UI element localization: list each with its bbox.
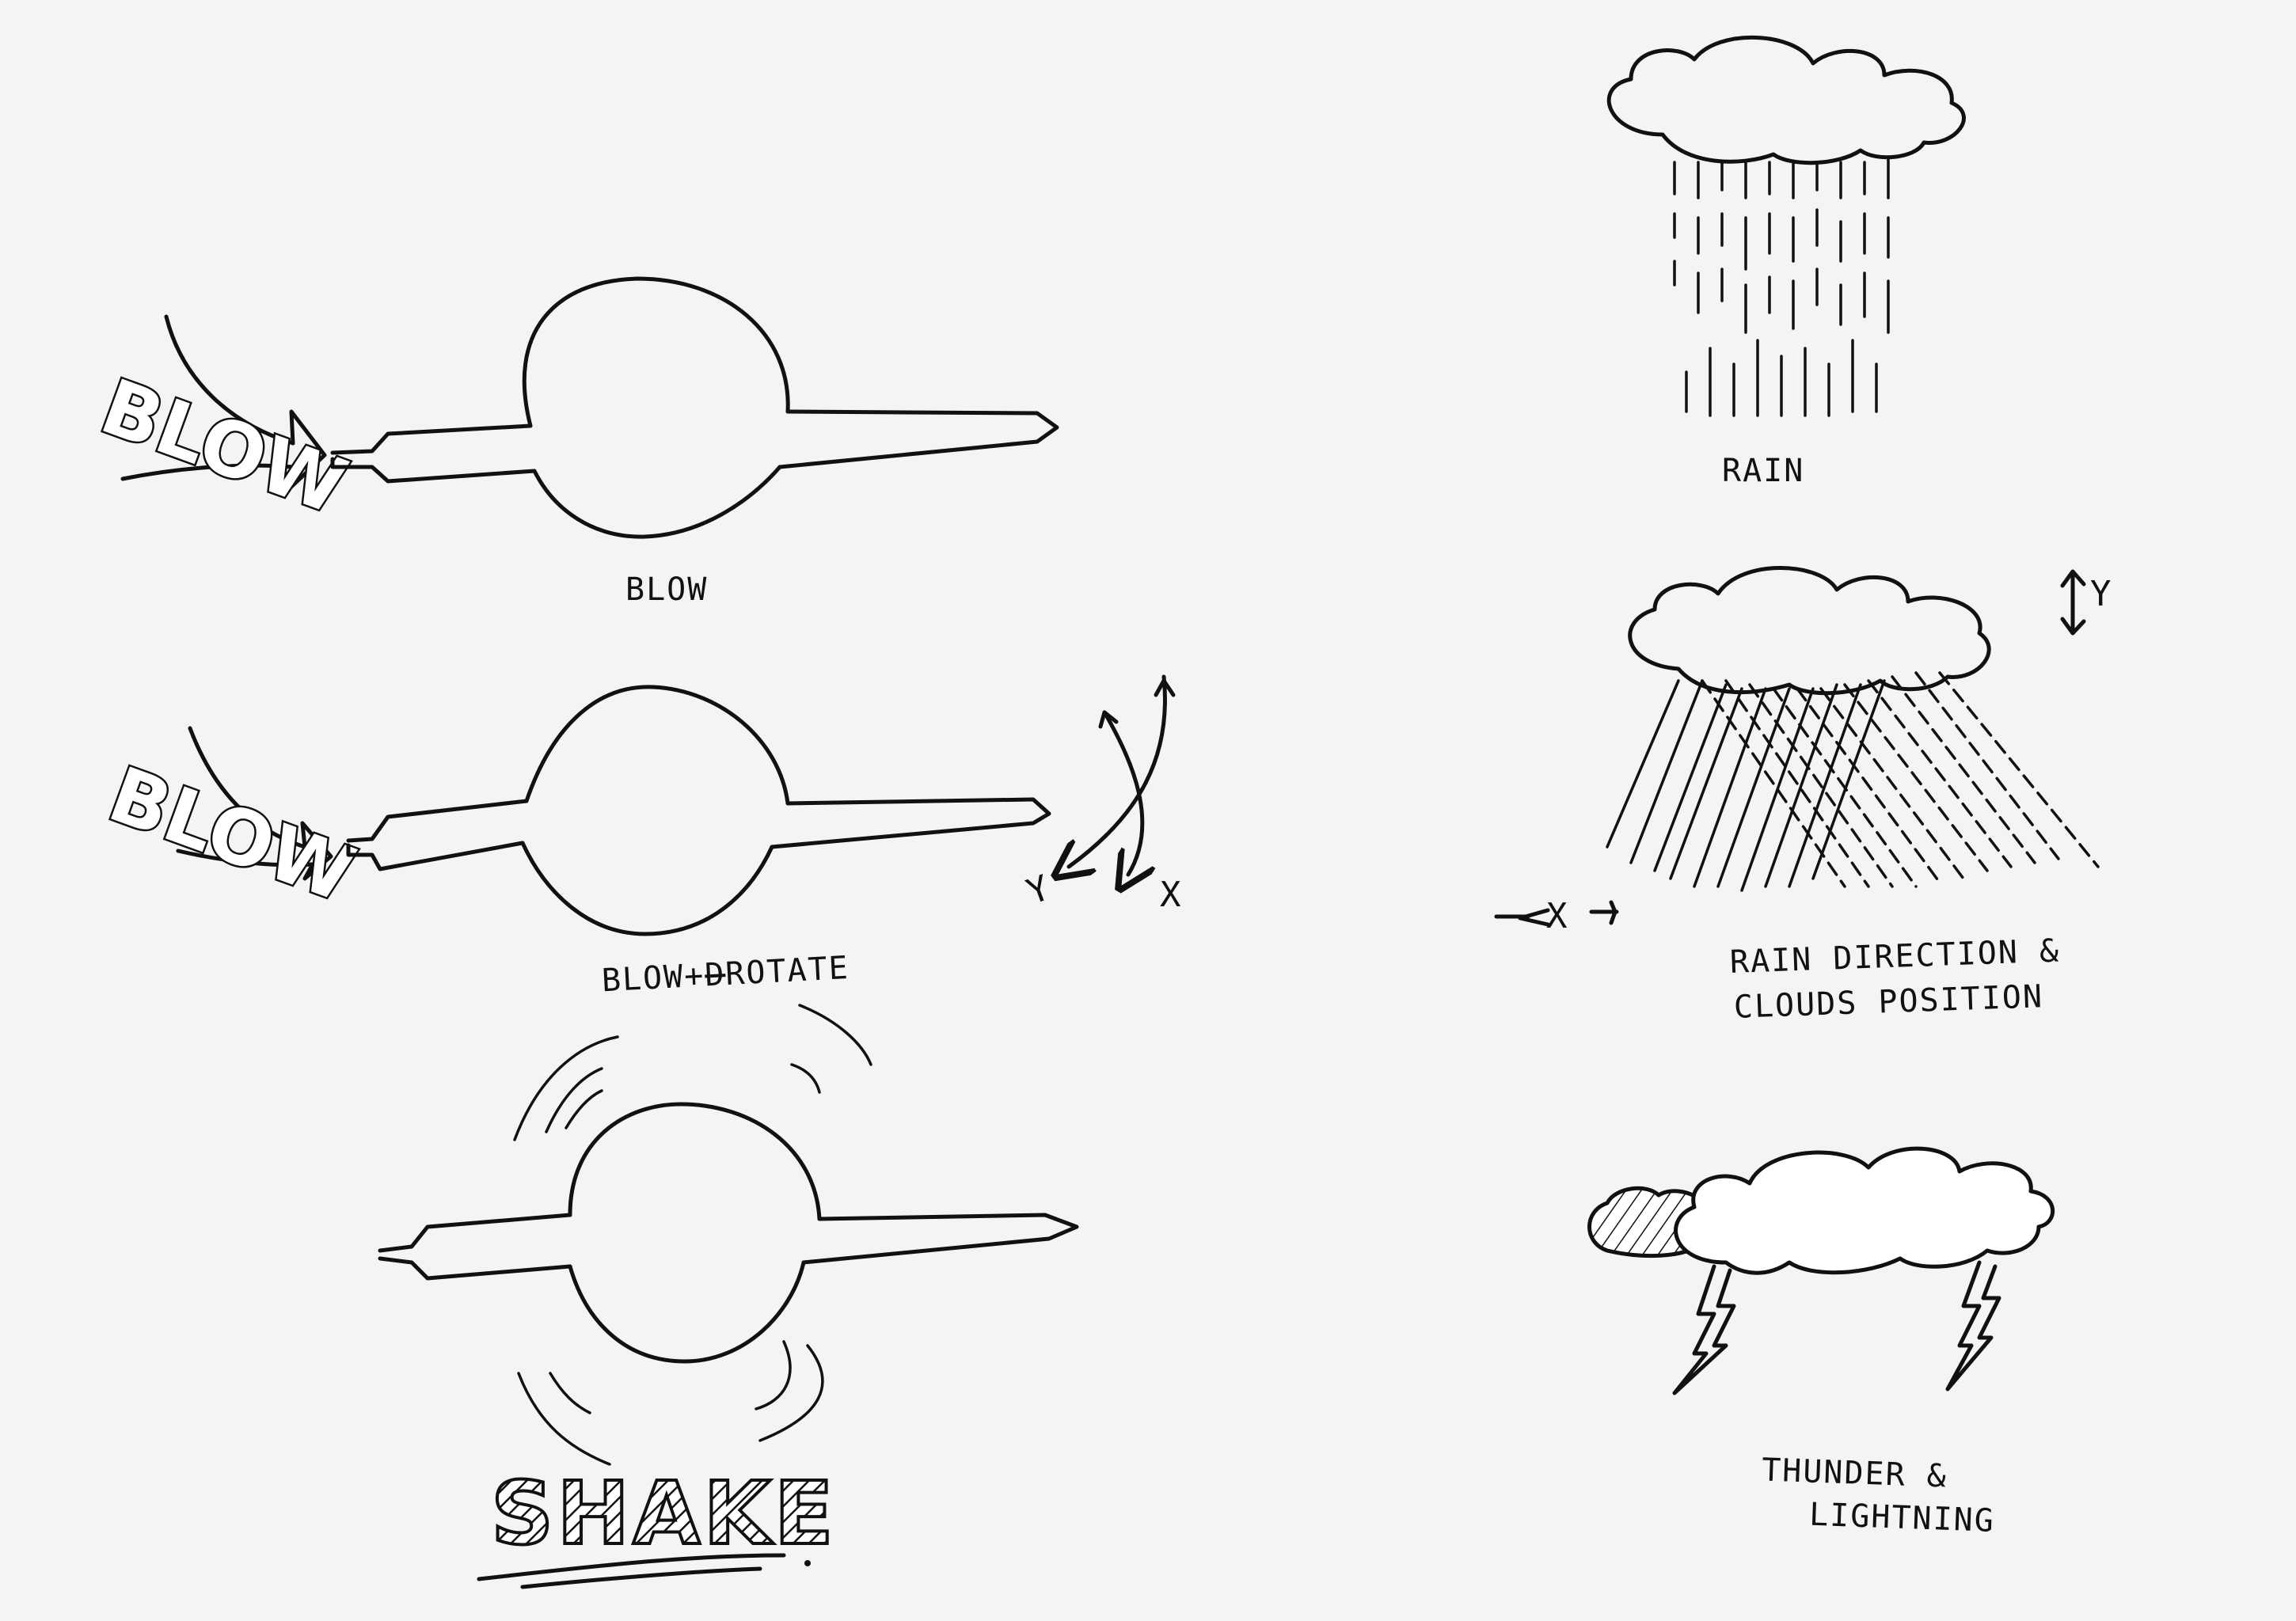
blow-rotate-caption: BLOW+DROTATE (601, 950, 850, 999)
blow-gesture-sketch: BLOW BLOW (88, 276, 1059, 608)
lightning-bolt-right-icon (1945, 1260, 2001, 1391)
rain-direction-caption-line1: RAIN DIRECTION & (1729, 932, 2061, 981)
thunder-caption-line1: THUNDER & (1761, 1452, 1948, 1494)
cloud-horizontal-arrow-icon (1494, 900, 1619, 927)
shake-gesture-sketch: SHAKE (378, 1004, 1079, 1589)
shake-caption: SHAKE (491, 1463, 837, 1564)
rotation-axes-icon (1069, 674, 1176, 875)
rotate-axis-x-label: X (1160, 875, 1181, 915)
rain-direction-cloud-icon (1628, 566, 1991, 696)
blow-rotate-caption-rest: ROTATE (724, 950, 850, 993)
cloud-axis-y-label: Y (2090, 574, 2112, 614)
thunder-lightning-sketch: THUNDER & LIGHTNING (1587, 1146, 2055, 1539)
slanted-rain-left (1606, 679, 1886, 892)
blow-caption: BLOW (625, 571, 708, 608)
thunder-cloud-icon (1674, 1146, 2055, 1275)
blow-air-arrow (120, 314, 327, 489)
rotate-axis-y-label: Y (1021, 867, 1055, 913)
shake-underline-2 (520, 1566, 762, 1589)
shake-motion-lines (513, 1004, 872, 1466)
balloon-device-3 (378, 1102, 1079, 1364)
cloud-axis-x-label: X (1546, 896, 1568, 936)
blow-bubble-word: BLOW (90, 363, 358, 532)
blow-rotate-bubble-word: BLOW (98, 750, 366, 920)
blow-rotate-caption-struck: D (704, 956, 726, 993)
rain-direction-sketch: Y X RAIN DIRECTION & CLOUDS POSITION (1494, 566, 2112, 1026)
shake-dot (804, 1560, 811, 1566)
rain-cloud-icon (1606, 36, 1966, 165)
rain-direction-caption-line2: CLOUDS POSITION (1733, 978, 2044, 1026)
rain-sketch: RAIN (1606, 36, 1966, 489)
shake-underline (477, 1553, 786, 1581)
dark-cloud-icon (1587, 1186, 1705, 1258)
blow-rotate-caption-start: BLOW+ (601, 958, 706, 1000)
blow-rotate-gesture-sketch: BLOW Y X BLOW+DROTATE (96, 674, 1181, 999)
balloon-device-2 (346, 685, 1051, 936)
rain-caption: RAIN (1722, 453, 1804, 489)
blow-air-arrow-2 (176, 726, 333, 881)
cloud-vertical-arrow-icon (2060, 569, 2086, 636)
rain-drops (1673, 157, 1890, 417)
lightning-bolt-left-icon (1672, 1264, 1736, 1395)
slanted-rain-right (1701, 671, 2100, 888)
balloon-device-1 (330, 276, 1059, 539)
thunder-caption-line2: LIGHTNING (1808, 1497, 1995, 1539)
